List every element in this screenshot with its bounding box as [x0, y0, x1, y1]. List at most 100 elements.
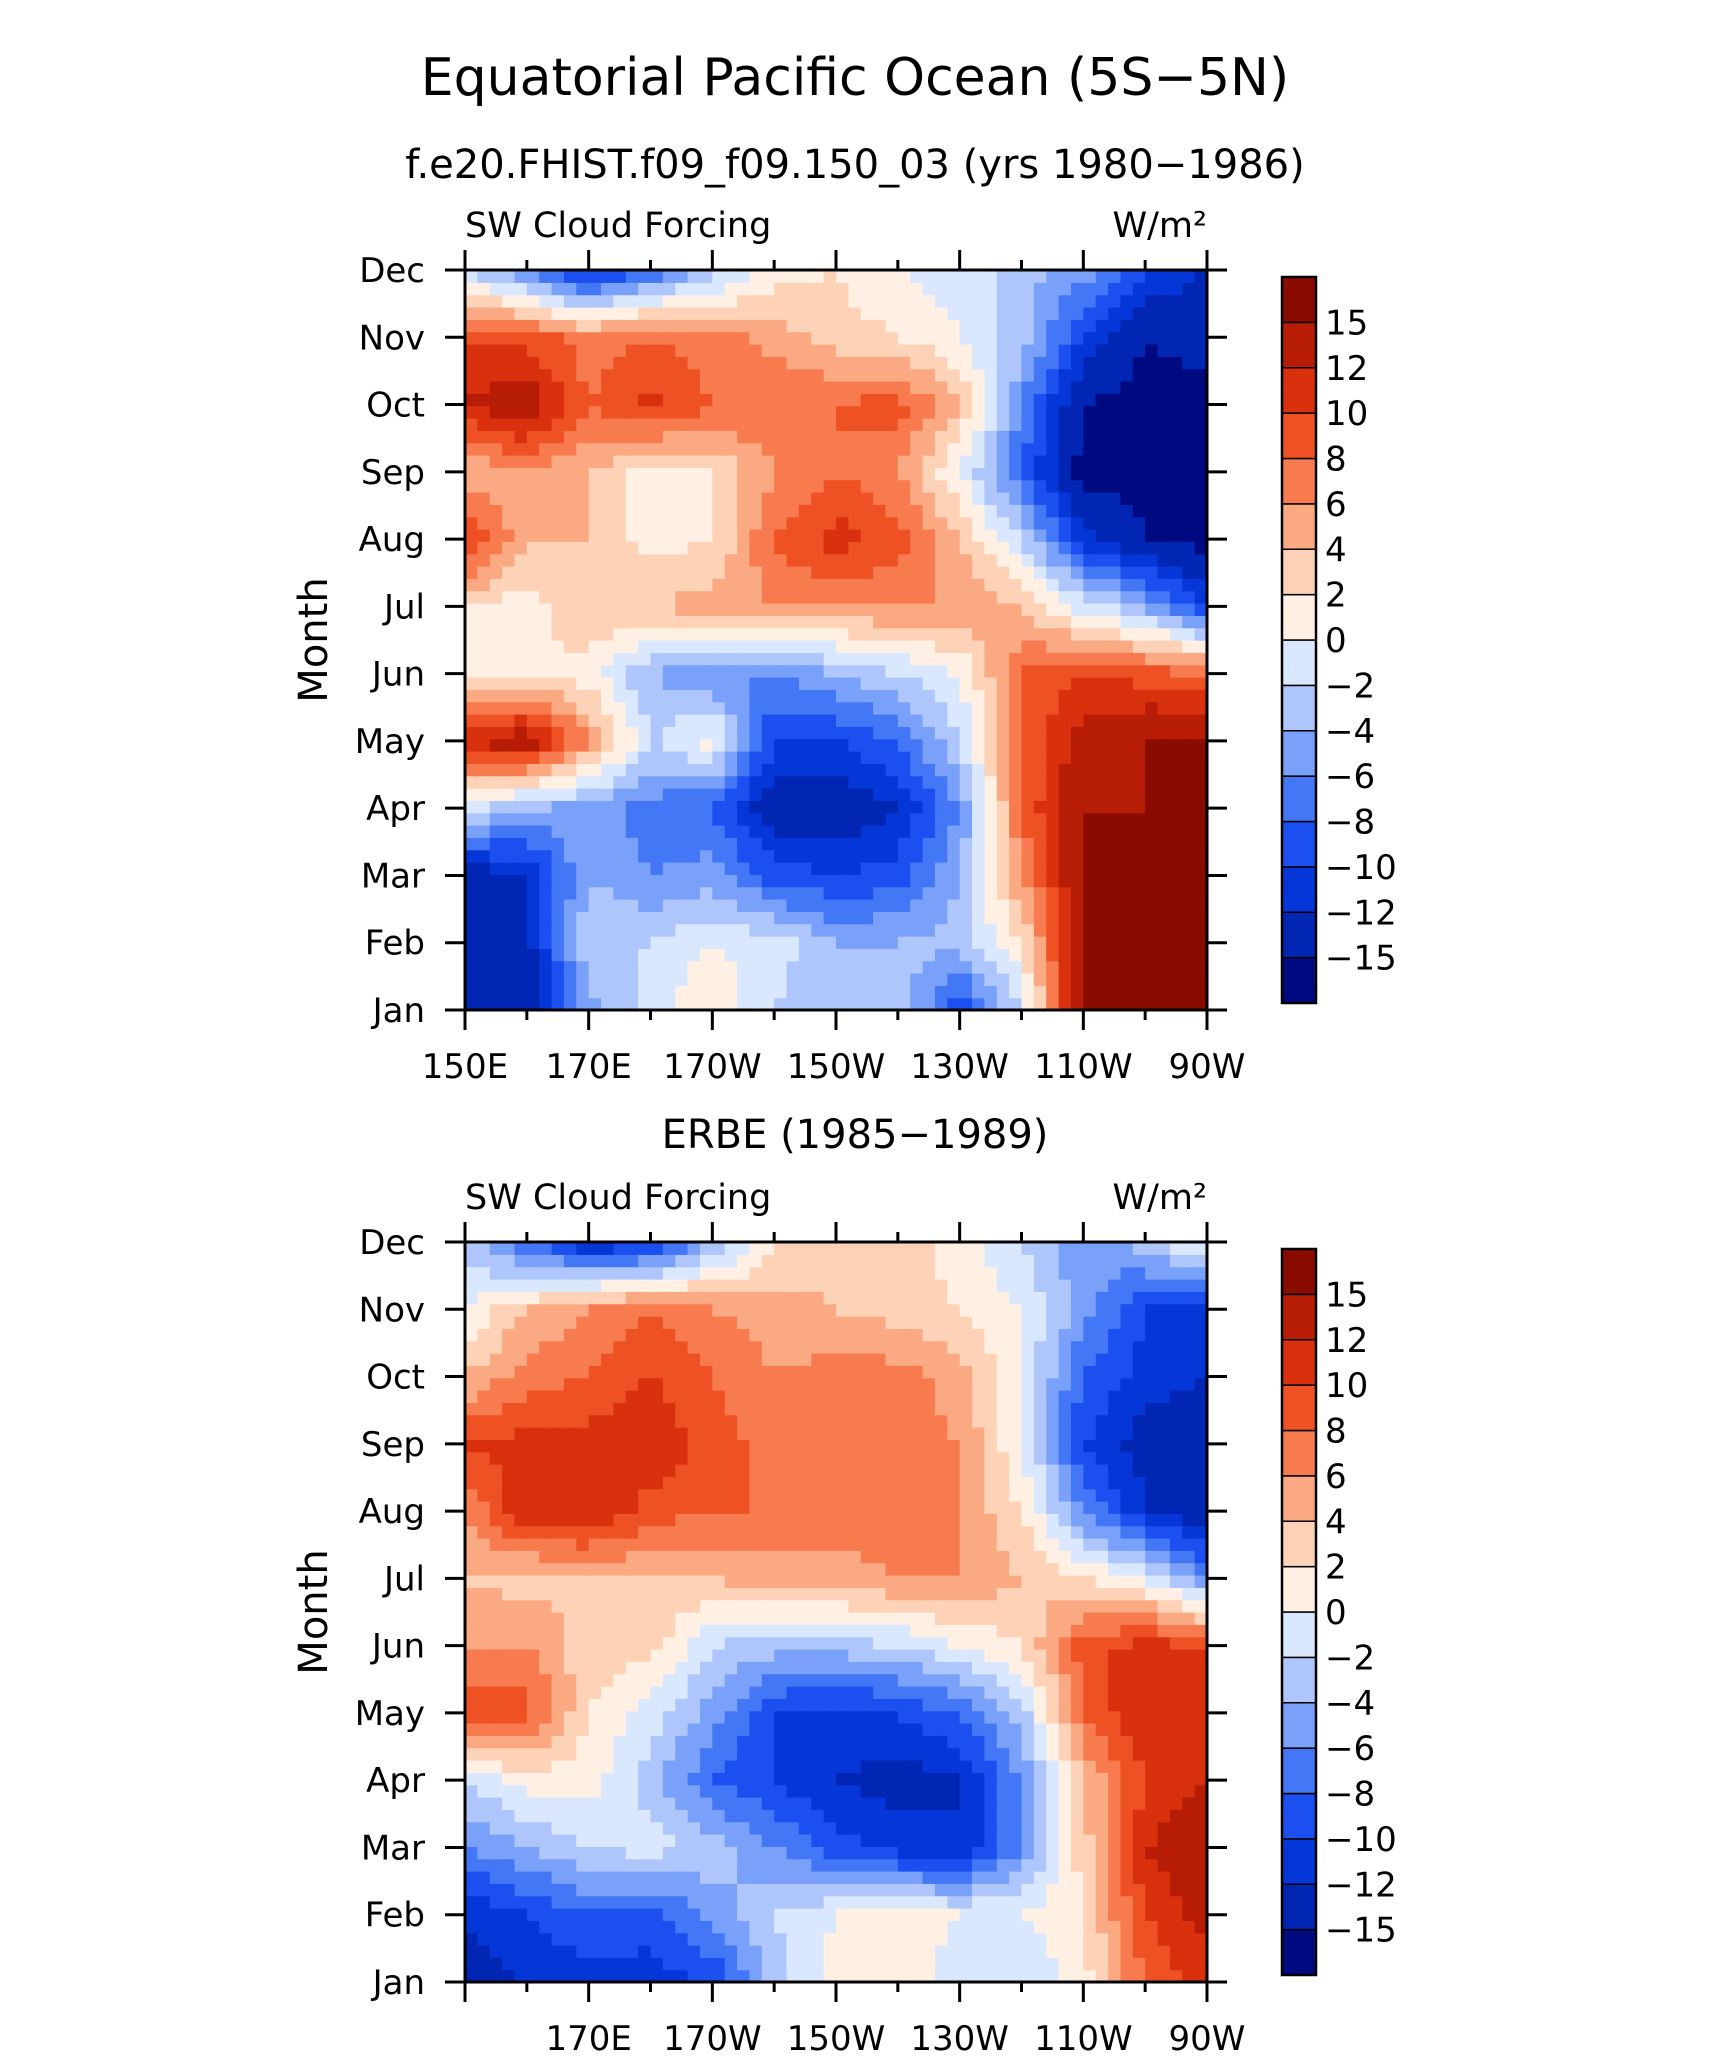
heatmap-cell [1009, 825, 1023, 838]
heatmap-cell [922, 307, 936, 320]
heatmap-cell [613, 1895, 627, 1909]
heatmap-cell [477, 590, 491, 604]
heatmap-cell [563, 331, 577, 345]
heatmap-cell [613, 911, 627, 925]
heatmap-cell [588, 1957, 602, 1971]
heatmap-cell [613, 1747, 627, 1761]
heatmap-cell [836, 578, 849, 592]
heatmap-cell [687, 627, 701, 641]
heatmap-cell [1132, 578, 1146, 592]
heatmap-cell [514, 578, 528, 592]
heatmap-cell [613, 1723, 627, 1736]
heatmap-cell [724, 344, 738, 357]
heatmap-cell [1157, 763, 1171, 777]
heatmap-cell [638, 911, 652, 925]
heatmap-cell [576, 1945, 590, 1958]
heatmap-cell [836, 1797, 849, 1810]
heatmap-cell [848, 923, 862, 937]
heatmap-cell [885, 467, 899, 481]
heatmap-cell [662, 1821, 676, 1835]
heatmap-cell [712, 985, 726, 999]
heatmap-cell [1095, 1945, 1109, 1958]
heatmap-cell [798, 578, 812, 592]
heatmap-cell [786, 923, 800, 937]
heatmap-cell [811, 1858, 825, 1872]
heatmap-cell [959, 615, 973, 629]
heatmap-cell [1108, 516, 1122, 530]
heatmap-cell [959, 1858, 973, 1872]
heatmap-cell [823, 899, 837, 912]
heatmap-cell [774, 714, 788, 727]
heatmap-cell [761, 677, 775, 690]
colorbar-label: −2 [1325, 666, 1375, 706]
heatmap-cell [699, 307, 713, 320]
heatmap-cell [996, 1821, 1010, 1835]
heatmap-cell [712, 492, 726, 505]
heatmap-cell [786, 1858, 800, 1872]
heatmap-cell [712, 1883, 726, 1897]
heatmap-cell [675, 282, 689, 296]
heatmap-cell [1194, 294, 1208, 308]
heatmap-cell [1095, 948, 1109, 962]
heatmap-cell [737, 356, 751, 370]
heatmap-cell [749, 899, 763, 912]
heatmap-cell [551, 442, 565, 456]
heatmap-cell [996, 516, 1010, 530]
heatmap-cell [984, 1957, 998, 1971]
heatmap-cell [526, 825, 540, 838]
heatmap-cell [1182, 1809, 1196, 1823]
heatmap-cell [1145, 973, 1159, 986]
heatmap-cell [947, 1760, 961, 1773]
heatmap-cell [625, 652, 639, 666]
heatmap-cell [836, 825, 849, 838]
heatmap-cell [1083, 763, 1097, 777]
heatmap-cell [811, 1784, 825, 1798]
heatmap-cell [1194, 886, 1208, 900]
heatmap-cell [613, 1809, 627, 1823]
heatmap-cell [687, 1920, 701, 1934]
heatmap-cell [897, 1895, 911, 1909]
heatmap-cell [489, 578, 503, 592]
heatmap-cell [1132, 1883, 1146, 1897]
heatmap-cell [1083, 997, 1097, 1011]
heatmap-cell [1021, 553, 1035, 567]
heatmap-cell [465, 541, 478, 555]
heatmap-cell [1120, 393, 1134, 407]
heatmap-cell [1083, 1858, 1097, 1872]
heatmap-cell [465, 553, 478, 567]
heatmap-cell [934, 294, 948, 308]
heatmap-cell [1021, 689, 1035, 703]
heatmap-cell [1157, 368, 1171, 382]
heatmap-cell [1132, 566, 1146, 579]
heatmap-cell [959, 307, 973, 320]
heatmap-cell [650, 1710, 664, 1724]
heatmap-cell [662, 1735, 676, 1749]
heatmap-cell [539, 1945, 553, 1958]
heatmap-cell [1083, 936, 1097, 949]
heatmap-cell [959, 1772, 973, 1786]
heatmap-cell [613, 270, 627, 283]
colorbar-swatch [1281, 321, 1317, 369]
heatmap-cell [823, 985, 837, 999]
heatmap-cell [601, 1760, 614, 1773]
heatmap-cell [601, 763, 614, 777]
heatmap-cell [638, 356, 652, 370]
heatmap-cell [1120, 800, 1134, 814]
heatmap-cell [638, 664, 652, 678]
heatmap-cell [774, 812, 788, 826]
heatmap-cell [588, 603, 602, 616]
heatmap-cell [922, 344, 936, 357]
heatmap-cell [786, 985, 800, 999]
heatmap-cell [1108, 590, 1122, 604]
heatmap-cell [836, 455, 849, 468]
heatmap-cell [601, 788, 614, 801]
heatmap-cell [489, 590, 503, 604]
heatmap-cell [972, 615, 985, 629]
heatmap-cell [798, 886, 812, 900]
heatmap-cell [526, 529, 540, 542]
heatmap-cell [1169, 553, 1183, 567]
heatmap-cell [1046, 381, 1060, 394]
heatmap-cell [1145, 393, 1159, 407]
heatmap-cell [873, 862, 887, 875]
heatmap-cell [786, 1723, 800, 1736]
